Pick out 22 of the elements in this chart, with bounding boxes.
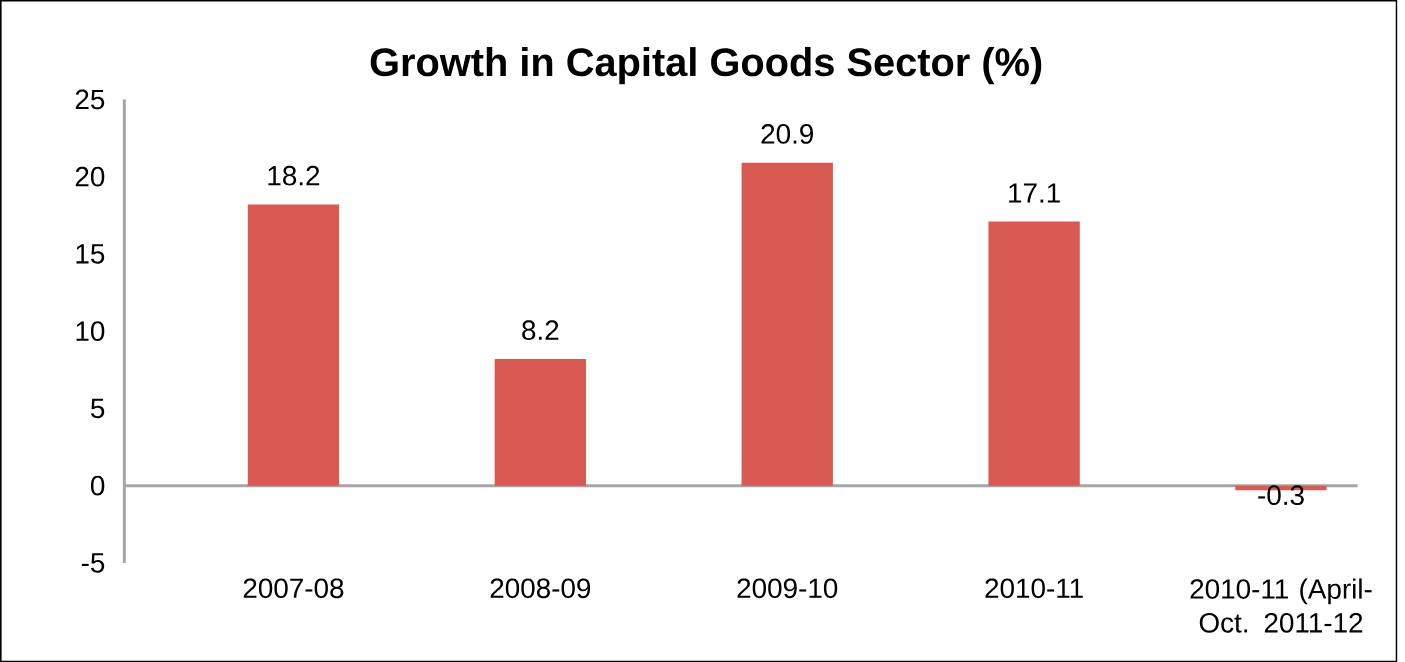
data-label: 17.1 [1009, 183, 1060, 203]
y-tick-label: 0 [90, 475, 105, 496]
bar [247, 204, 340, 486]
y-tick-label: 20 [75, 166, 105, 187]
y-tick-label: 10 [76, 321, 105, 341]
bar [494, 358, 587, 486]
y-tick-label: 15 [76, 244, 105, 264]
data-label: 18.2 [268, 165, 320, 186]
chart-title: Growth in Capital Goods Sector (%) [370, 46, 1042, 85]
x-tick-label: 2010-11 [985, 578, 1083, 598]
bar [988, 221, 1080, 486]
y-tick-label: 25 [75, 89, 105, 110]
x-tick-label: 2009-10 [737, 578, 838, 598]
x-tick-label: 2008-09 [490, 578, 591, 598]
data-label: 8.2 [522, 320, 559, 340]
data-label: 20.9 [761, 123, 813, 144]
x-tick-label: 2010-11 (April-Oct. 2011-12 [1190, 578, 1372, 633]
y-tick-label: 5 [91, 398, 105, 418]
x-tick-label: 2007-08 [243, 578, 344, 598]
y-tick-label: -5 [81, 553, 105, 573]
data-label: -0.3 [1258, 485, 1304, 505]
bar [741, 162, 833, 486]
